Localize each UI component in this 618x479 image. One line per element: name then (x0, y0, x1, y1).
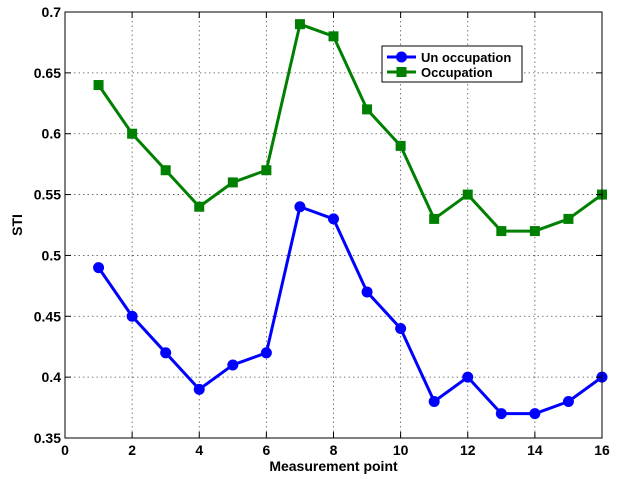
x-tick-label: 10 (393, 442, 409, 458)
data-point (562, 395, 574, 407)
y-tick-label: 0.65 (34, 65, 61, 81)
tick-layer: 0 2 4 6 8 10 12 14 16 0.35 0.4 0.45 0.5 0.55 0.6 0.65 0.… (34, 4, 610, 458)
legend-item: Un occupation (387, 50, 511, 65)
data-point (428, 395, 440, 407)
legend-marker (396, 51, 407, 63)
data-point (160, 165, 171, 176)
x-tick-label: 8 (330, 442, 338, 458)
y-tick-label: 0.7 (42, 4, 62, 20)
data-point (328, 31, 339, 42)
y-tick-label: 0.5 (42, 247, 62, 263)
data-point (361, 286, 373, 298)
data-point (261, 165, 272, 176)
x-tick-label: 4 (195, 442, 203, 458)
x-tick-label: 14 (527, 442, 543, 458)
data-point (429, 213, 440, 224)
data-point (529, 226, 540, 237)
data-point (93, 80, 104, 91)
series-1 (93, 201, 608, 420)
data-point (294, 201, 306, 213)
data-point (126, 310, 138, 322)
data-point (462, 371, 474, 383)
data-point (495, 408, 507, 420)
x-axis-title: Measurement point (269, 458, 398, 474)
data-point (563, 213, 574, 224)
data-point (328, 213, 339, 225)
y-tick-label: 0.4 (42, 369, 62, 385)
data-point (395, 322, 407, 334)
data-point (194, 201, 205, 212)
series-line (97, 22, 603, 233)
y-tick-label: 0.55 (34, 187, 61, 203)
data-point (93, 262, 105, 274)
data-point (294, 19, 305, 30)
legend-label: Un occupation (421, 50, 511, 65)
data-point (496, 226, 507, 237)
x-tick-label: 6 (262, 442, 270, 458)
data-point (160, 347, 172, 359)
legend-marker (396, 67, 407, 77)
x-tick-label: 12 (460, 442, 476, 458)
data-point (227, 359, 239, 371)
grid-layer (65, 12, 602, 438)
data-point (260, 347, 272, 359)
series-line (97, 205, 603, 416)
data-point (127, 128, 138, 139)
x-tick-label: 0 (61, 442, 69, 458)
data-point (462, 189, 473, 200)
series-layer (93, 19, 608, 420)
x-tick-label: 16 (594, 442, 610, 458)
x-tick-label: 2 (128, 442, 136, 458)
data-point (529, 408, 541, 420)
series-2 (93, 19, 607, 237)
legend-item: Occupation (387, 65, 493, 80)
legend-label: Occupation (421, 65, 493, 80)
y-axis-title: STI (9, 214, 25, 236)
y-tick-label: 0.6 (42, 126, 62, 142)
data-point (227, 177, 238, 188)
y-tick-label: 0.35 (34, 430, 61, 446)
data-point (362, 104, 373, 115)
y-tick-label: 0.45 (34, 308, 61, 324)
data-point (193, 383, 205, 395)
data-point (395, 140, 406, 151)
